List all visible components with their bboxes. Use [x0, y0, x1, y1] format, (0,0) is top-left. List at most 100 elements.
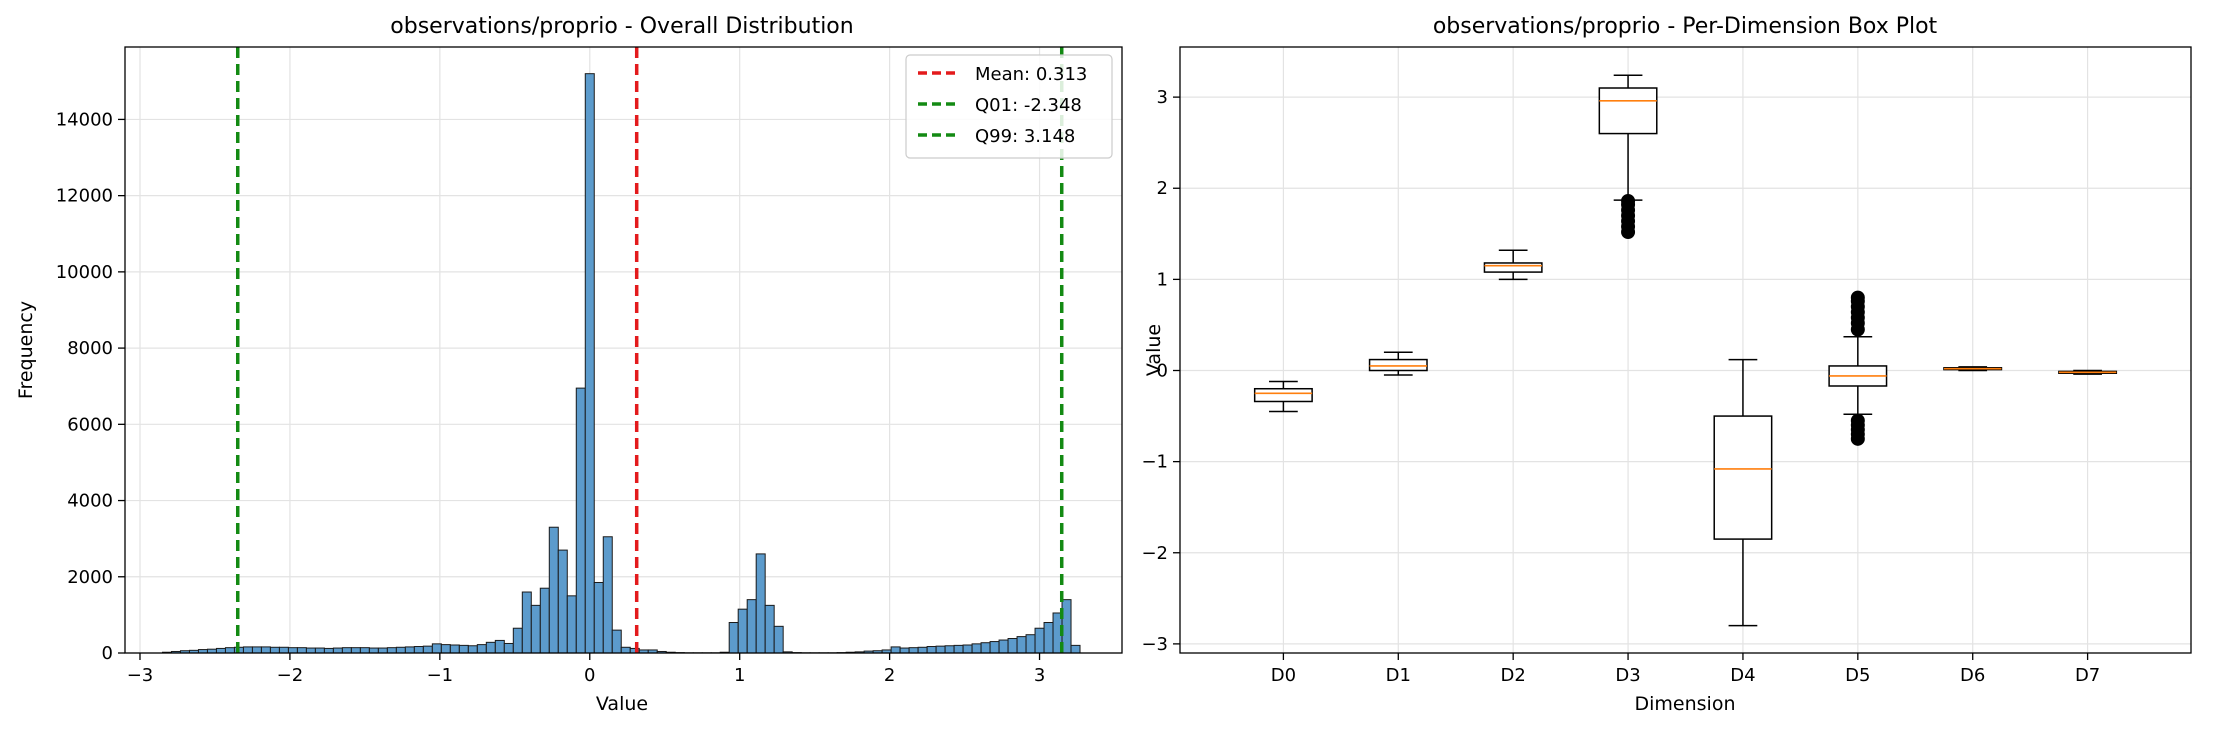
boxplot-title: observations/proprio - Per-Dimension Box…: [1433, 14, 1938, 39]
histogram-bar: [746, 599, 757, 654]
histogram-bar: [1043, 622, 1054, 654]
histogram-title: observations/proprio - Overall Distribut…: [390, 14, 853, 39]
histogram-bar: [611, 629, 622, 654]
histogram-bar: [989, 641, 1000, 654]
histogram-bar: [773, 625, 784, 654]
x-tick-label: 1: [734, 665, 745, 686]
histogram-bar: [458, 644, 469, 654]
histogram-bar: [287, 647, 298, 654]
legend-label-q01: Q01: -2.348: [975, 95, 1082, 116]
histogram-bar: [899, 647, 910, 654]
histogram-bar: [278, 646, 289, 654]
x-tick-label: −1: [427, 665, 454, 686]
x-tick-label: 2: [884, 665, 895, 686]
histogram-bar: [350, 647, 361, 654]
x-tick-label: D1: [1386, 665, 1411, 686]
histogram-bar: [296, 647, 307, 654]
histogram-bar: [359, 647, 370, 654]
histogram-bar: [764, 604, 775, 654]
y-tick-label: 2: [1157, 178, 1168, 199]
x-tick-label: D3: [1615, 665, 1640, 686]
histogram-bar: [971, 643, 982, 654]
histogram-bar: [1034, 627, 1045, 654]
y-tick-label: 14000: [56, 109, 113, 130]
histogram-bar: [377, 647, 388, 654]
box: [1483, 262, 1543, 273]
box: [1368, 358, 1428, 372]
histogram-bar: [449, 644, 460, 654]
outlier-point: [1621, 194, 1636, 209]
boxplot-y-ticks: −3 −2 −1 0 1 2 3: [1141, 87, 1180, 655]
x-tick-label: 0: [584, 665, 595, 686]
y-tick-label: 3: [1157, 87, 1168, 108]
histogram-bar: [962, 644, 973, 654]
histogram-bar: [503, 642, 514, 654]
histogram-x-label: Value: [596, 693, 648, 715]
histogram-bar: [332, 647, 343, 654]
histogram-bar: [539, 587, 550, 654]
histogram-bars: [161, 73, 1081, 654]
histogram-bar: [440, 644, 451, 654]
histogram-bar: [593, 581, 604, 654]
x-tick-label: D0: [1271, 665, 1296, 686]
histogram-bar: [557, 549, 568, 654]
histogram-bar: [314, 647, 325, 654]
legend-box: [905, 54, 1113, 159]
histogram-bar: [512, 627, 523, 654]
histogram-grid: [125, 47, 1122, 654]
y-tick-label: 4000: [67, 491, 113, 512]
histogram-bar: [260, 646, 271, 654]
histogram-bar: [251, 646, 262, 654]
histogram-bar: [431, 643, 442, 654]
histogram-bar: [602, 536, 613, 654]
box: [1713, 415, 1773, 540]
histogram-bar: [269, 646, 280, 654]
box: [1598, 87, 1658, 135]
histogram-bar: [485, 641, 496, 654]
y-tick-label: 8000: [67, 338, 113, 359]
x-tick-label: D2: [1501, 665, 1526, 686]
histogram-bar: [467, 645, 478, 654]
histogram-bar: [953, 644, 964, 654]
legend-label-mean: Mean: 0.313: [975, 64, 1087, 85]
x-tick-label: D5: [1845, 665, 1870, 686]
histogram-bar: [755, 553, 766, 654]
histogram-bar: [980, 642, 991, 654]
histogram-bar: [1007, 638, 1018, 654]
x-tick-label: 3: [1034, 665, 1045, 686]
histogram-x-ticks: −3 −2 −1 0 1 2 3: [127, 653, 1045, 686]
histogram-bar: [305, 647, 316, 654]
histogram-bar: [908, 647, 919, 654]
histogram-bar: [323, 647, 334, 654]
y-tick-label: −1: [1141, 452, 1168, 473]
histogram-bar: [890, 646, 901, 654]
histogram-bar: [494, 639, 505, 654]
histogram-bar: [944, 645, 955, 654]
boxplot-x-label: Dimension: [1635, 693, 1736, 715]
histogram-bar: [584, 73, 595, 654]
y-tick-label: −3: [1141, 634, 1168, 655]
y-tick-label: 0: [1157, 361, 1168, 382]
histogram-bar: [917, 646, 928, 654]
histogram-bar: [935, 645, 946, 654]
x-tick-label: D7: [2075, 665, 2100, 686]
histogram-bar: [1070, 644, 1081, 654]
histogram-bar: [404, 646, 415, 654]
histogram-bar: [1016, 636, 1027, 654]
histogram-bar: [1025, 634, 1036, 654]
histogram-bar: [575, 387, 586, 654]
boxplot-y-label: Value: [1143, 324, 1165, 376]
histogram-bar: [530, 604, 541, 654]
boxplot-boxes: [1253, 74, 2118, 627]
y-tick-label: 6000: [67, 414, 113, 435]
histogram-bar: [422, 645, 433, 654]
x-tick-label: −2: [277, 665, 304, 686]
outlier-point: [1850, 290, 1865, 305]
boxplot-panel: observations/proprio - Per-Dimension Box…: [1141, 14, 2192, 715]
histogram-bar: [737, 608, 748, 654]
boxplot-frame: [1179, 46, 2192, 654]
histogram-bar: [521, 591, 532, 654]
x-tick-label: −3: [127, 665, 154, 686]
y-tick-label: 1: [1157, 269, 1168, 290]
